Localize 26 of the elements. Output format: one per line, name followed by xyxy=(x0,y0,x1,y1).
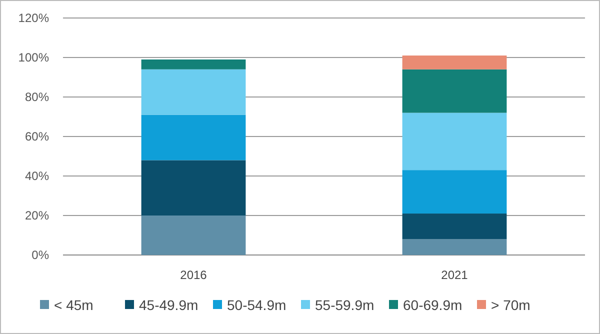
bar xyxy=(402,214,507,240)
legend-label: < 45m xyxy=(54,296,94,313)
bar xyxy=(402,112,507,170)
bar xyxy=(402,69,507,113)
legend-label: 50-54.9m xyxy=(227,296,286,313)
legend-label: 45-49.9m xyxy=(139,296,198,313)
bar xyxy=(141,59,246,70)
y-tick-label: 60% xyxy=(24,130,50,144)
bar xyxy=(402,56,507,70)
x-tick-label: 2016 xyxy=(180,268,208,282)
bar xyxy=(141,69,246,115)
legend-label: > 70m xyxy=(491,296,530,313)
y-tick-label: 80% xyxy=(24,90,50,104)
bar xyxy=(402,239,507,255)
y-tick-label: 20% xyxy=(24,208,50,223)
bar xyxy=(141,160,246,216)
bar xyxy=(402,170,507,214)
legend-label: 55-59.9m xyxy=(315,296,374,313)
y-tick-label: 100% xyxy=(18,50,50,65)
y-tick-label: 0% xyxy=(32,248,50,262)
y-tick-label: 40% xyxy=(24,169,50,184)
bar xyxy=(141,114,246,160)
bar xyxy=(141,216,246,255)
x-tick-label: 2021 xyxy=(441,268,468,282)
y-tick-label: 120% xyxy=(18,11,50,26)
legend-label: 60-69.9m xyxy=(403,296,462,313)
